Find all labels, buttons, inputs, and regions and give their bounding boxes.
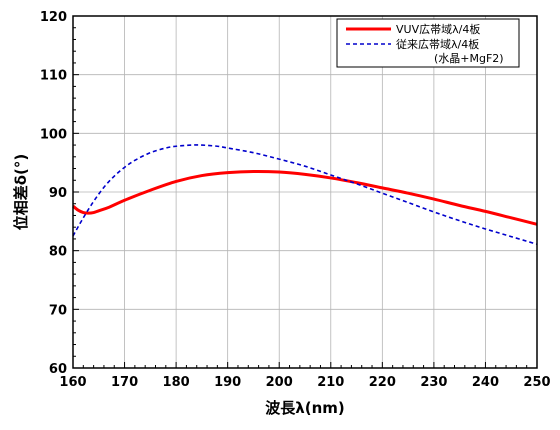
y-tick-labels: 60 70 80 90 100 110 120 <box>40 10 67 377</box>
x-tick-label: 200 <box>266 375 293 390</box>
x-tick-label: 180 <box>163 375 190 390</box>
legend-sublabel-conventional: (水晶+MgF2) <box>434 52 504 65</box>
x-tick-label: 170 <box>111 375 138 390</box>
x-tick-labels: 160 170 180 190 200 210 220 230 240 250 <box>59 375 550 390</box>
series-line-conventional <box>72 144 538 245</box>
x-tick-label: 190 <box>214 375 241 390</box>
x-tick-label: 210 <box>317 375 344 390</box>
y-tick-label: 120 <box>40 10 67 25</box>
legend-label-conventional: 従来広帯域λ/4板 <box>396 37 479 51</box>
x-tick-label: 240 <box>472 375 499 390</box>
y-tick-label: 80 <box>49 245 67 260</box>
y-tick-label: 70 <box>49 303 67 318</box>
x-tick-label: 220 <box>369 375 396 390</box>
y-tick-label: 60 <box>49 362 67 377</box>
series-line-vuv <box>72 169 538 226</box>
y-tick-label: 90 <box>49 186 67 201</box>
plot-frame <box>72 15 538 369</box>
legend-box <box>336 18 520 68</box>
x-tick-label: 230 <box>420 375 447 390</box>
series-lines <box>72 144 538 245</box>
x-tick-label: 160 <box>59 375 86 390</box>
legend-label-vuv: VUV広帯域λ/4板 <box>396 22 480 36</box>
y-tick-label: 110 <box>40 69 67 84</box>
legend: VUV広帯域λ/4板 従来広帯域λ/4板 (水晶+MgF2) <box>336 18 520 68</box>
y-tick-label: 100 <box>40 127 67 142</box>
grid-lines <box>73 16 537 368</box>
x-tick-label: 250 <box>523 375 550 390</box>
x-axis-title: 波長λ(nm) <box>265 399 345 417</box>
y-axis-title: 位相差δ(°) <box>12 154 30 231</box>
